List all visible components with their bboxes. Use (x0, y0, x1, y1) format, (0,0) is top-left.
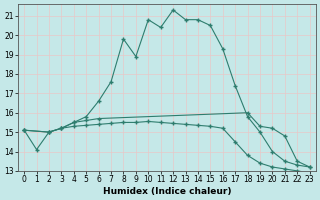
X-axis label: Humidex (Indice chaleur): Humidex (Indice chaleur) (103, 187, 231, 196)
